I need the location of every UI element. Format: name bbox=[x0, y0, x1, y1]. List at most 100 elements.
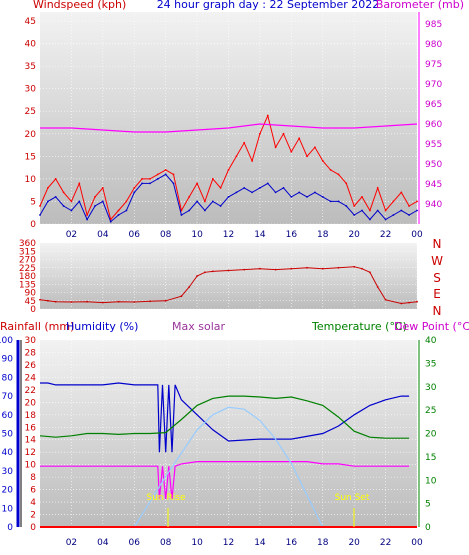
max-solar-label: Max solar bbox=[172, 320, 225, 333]
windspeed-average-line-point-40 bbox=[353, 214, 356, 216]
x-tick-label-temperature-12: 12 bbox=[223, 538, 234, 548]
windspeed-line-point-40 bbox=[353, 205, 356, 207]
wind-tick-label-20: 20 bbox=[25, 130, 37, 140]
x-tick-label-temperature-20: 20 bbox=[348, 538, 360, 548]
humidity-tick-label-20: 20 bbox=[2, 486, 14, 496]
windspeed-line-point-44 bbox=[384, 209, 387, 212]
windspeed-line-point-25 bbox=[235, 155, 238, 158]
windspeed-line-point-19 bbox=[188, 196, 191, 198]
wind-direction-point-5 bbox=[101, 301, 104, 304]
windspeed-line-point-17 bbox=[172, 173, 175, 176]
windspeed-average-line-point-16 bbox=[164, 173, 167, 176]
windspeed-average-line-point-5 bbox=[78, 200, 81, 203]
windspeed-line-point-0 bbox=[39, 205, 41, 207]
windspeed-average-line-point-32 bbox=[290, 196, 293, 198]
direction-tick-label-135: 135 bbox=[19, 280, 36, 290]
windspeed-line-point-32 bbox=[290, 150, 293, 153]
windspeed-line-point-36 bbox=[321, 160, 324, 162]
dew-point-line bbox=[40, 461, 410, 499]
wind-direction-point-17 bbox=[259, 267, 261, 270]
humidity-tick-label-70: 70 bbox=[2, 392, 14, 402]
windspeed-average-line-point-28 bbox=[259, 187, 261, 189]
windspeed-line-point-21 bbox=[204, 200, 206, 203]
humidity-tick-label-30: 30 bbox=[2, 467, 14, 477]
windspeed-line-point-6 bbox=[86, 214, 88, 216]
windspeed-average-line-point-24 bbox=[227, 196, 230, 198]
windspeed-average-line-point-26 bbox=[243, 187, 246, 189]
wind-direction-point-3 bbox=[70, 301, 73, 303]
wind-series-group bbox=[39, 114, 418, 223]
windspeed-line-point-7 bbox=[94, 196, 96, 198]
windspeed-line-point-23 bbox=[219, 187, 222, 189]
wind-x-axis: 02 04 06 08 10 12 14 16 18 20 22 00 bbox=[66, 230, 423, 240]
wind-tick-label-5: 5 bbox=[30, 197, 36, 207]
windspeed-average-line-point-3 bbox=[62, 205, 65, 207]
direction-tick-label-90: 90 bbox=[25, 289, 37, 299]
wind-panel-grid bbox=[40, 12, 418, 225]
humidity-tick-label-50: 50 bbox=[2, 430, 14, 440]
rainfall-tick-label-20: 20 bbox=[25, 398, 37, 408]
barometer-y-axis: 940 945 950 955 960 965 970 975 980 985 bbox=[418, 12, 442, 224]
temperature-tick-label-20: 20 bbox=[425, 430, 437, 440]
wind-direction-point-12 bbox=[196, 275, 199, 277]
windspeed-line-point-43 bbox=[376, 187, 379, 189]
wind-direction-point-14 bbox=[211, 270, 214, 273]
humidity-axis-label: Humidity (%) bbox=[66, 320, 138, 333]
windspeed-line-point-1 bbox=[47, 187, 49, 189]
barometer-tick-label-945: 945 bbox=[425, 180, 442, 190]
rainfall-tick-label-26: 26 bbox=[25, 361, 37, 371]
wind-direction-point-13 bbox=[204, 271, 206, 274]
temperature-tick-label-35: 35 bbox=[425, 359, 436, 369]
windspeed-line-point-35 bbox=[314, 146, 316, 149]
windspeed-line-point-24 bbox=[227, 169, 230, 171]
windspeed-average-line-point-36 bbox=[321, 196, 324, 198]
barometer-tick-label-955: 955 bbox=[425, 140, 442, 150]
windspeed-average-line-point-43 bbox=[376, 209, 379, 212]
windspeed-line-point-45 bbox=[392, 200, 395, 203]
wind-direction-point-24 bbox=[361, 267, 363, 270]
windspeed-line-point-29 bbox=[266, 114, 269, 117]
wind-direction-point-28 bbox=[400, 302, 403, 305]
temperature-tick-label-40: 40 bbox=[425, 336, 437, 346]
humidity-tick-label-90: 90 bbox=[2, 355, 14, 365]
wind-direction-point-21 bbox=[321, 267, 324, 270]
windspeed-line-point-41 bbox=[361, 196, 363, 198]
windspeed-line-point-46 bbox=[400, 191, 403, 194]
windspeed-line-point-22 bbox=[211, 178, 214, 180]
x-tick-label-temperature-18: 18 bbox=[317, 538, 329, 548]
wind-direction-point-7 bbox=[133, 301, 136, 303]
temperature-tick-label-30: 30 bbox=[425, 383, 437, 393]
windspeed-average-line-point-29 bbox=[266, 182, 269, 185]
windspeed-average-line-point-42 bbox=[369, 218, 371, 221]
rainfall-tick-label-8: 8 bbox=[30, 473, 36, 483]
temperature-tick-label-5: 5 bbox=[425, 500, 431, 510]
x-tick-label-temperature-10: 10 bbox=[191, 538, 203, 548]
humidity-tick-label-0: 0 bbox=[7, 523, 13, 533]
humidity-tick-label-80: 80 bbox=[2, 373, 14, 383]
direction-series-group bbox=[39, 265, 418, 305]
temperature-line bbox=[39, 395, 410, 439]
windspeed-average-line-point-11 bbox=[125, 209, 128, 212]
windspeed-line-point-10 bbox=[117, 209, 120, 212]
windspeed-average-line-point-20 bbox=[196, 200, 199, 203]
windspeed-line-point-33 bbox=[298, 137, 301, 140]
x-tick-label-wind-10: 10 bbox=[191, 230, 203, 240]
wind-tick-label-0: 0 bbox=[30, 220, 36, 230]
windspeed-line-point-16 bbox=[164, 169, 167, 171]
wind-direction-point-16 bbox=[243, 268, 246, 271]
wind-direction-point-6 bbox=[117, 300, 120, 303]
windspeed-average-line-point-38 bbox=[337, 200, 340, 203]
wind-tick-label-10: 10 bbox=[25, 175, 37, 185]
x-tick-label-temperature-00: 00 bbox=[411, 538, 423, 548]
windspeed-line-point-11 bbox=[125, 200, 128, 203]
windspeed-line-point-37 bbox=[329, 169, 332, 171]
x-tick-label-wind-22: 22 bbox=[380, 230, 391, 240]
wind-direction-point-29 bbox=[408, 301, 410, 304]
wind-direction-point-0 bbox=[39, 298, 41, 301]
rainfall-tick-label-4: 4 bbox=[30, 498, 36, 508]
barometer-tick-label-950: 950 bbox=[425, 160, 442, 170]
windspeed-line-point-13 bbox=[141, 178, 144, 180]
sun-rise-label: Sun Rise bbox=[147, 493, 186, 503]
wind-tick-label-45: 45 bbox=[25, 17, 36, 27]
